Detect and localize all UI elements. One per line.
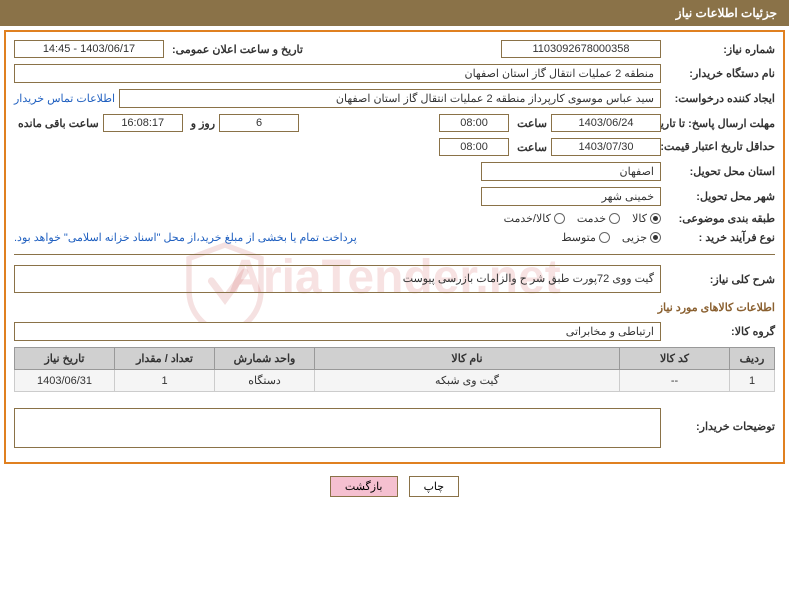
deadline-time-field: 08:00 (439, 114, 509, 132)
page-title: جزئیات اطلاعات نیاز (676, 6, 777, 20)
summary-field: گیت ووی 72پورت طبق شر ح والزامات بازرسی … (14, 265, 661, 293)
announce-field: 1403/06/17 - 14:45 (14, 40, 164, 58)
radio-service[interactable]: خدمت (577, 212, 620, 225)
radio-goods-label: کالا (632, 212, 647, 225)
buyer-org-field: منطقه 2 عملیات انتقال گاز استان اصفهان (14, 64, 661, 83)
process-label: نوع فرآیند خرید : (665, 231, 775, 244)
city-label: شهر محل تحویل: (665, 190, 775, 203)
group-label: گروه کالا: (665, 325, 775, 338)
need-no-label: شماره نیاز: (665, 43, 775, 56)
td-code: -- (620, 370, 730, 392)
validity-time-field: 08:00 (439, 138, 509, 156)
time-remain-field: 16:08:17 (103, 114, 183, 132)
td-qty: 1 (115, 370, 215, 392)
validity-label: حداقل تاریخ اعتبار قیمت: تا تاریخ: (665, 140, 775, 154)
category-label: طبقه بندی موضوعی: (665, 212, 775, 225)
th-date: تاریخ نیاز (15, 348, 115, 370)
need-no-field: 1103092678000358 (501, 40, 661, 58)
divider-1 (14, 254, 775, 255)
radio-gs-label: کالا/خدمت (504, 212, 551, 225)
th-row: ردیف (730, 348, 775, 370)
radio-partial[interactable]: جزیی (622, 231, 661, 244)
announce-label: تاریخ و ساعت اعلان عمومی: (168, 43, 303, 56)
td-row: 1 (730, 370, 775, 392)
requester-field: سید عباس موسوی کارپرداز منطقه 2 عملیات ا… (119, 89, 661, 108)
back-button[interactable]: بازگشت (330, 476, 398, 497)
page-header: جزئیات اطلاعات نیاز (0, 0, 789, 26)
print-button[interactable]: چاپ (409, 476, 460, 497)
radio-service-label: خدمت (577, 212, 606, 225)
city-field: خمینی شهر (481, 187, 661, 206)
time-label-1: ساعت (513, 117, 547, 130)
goods-table: ردیف کد کالا نام کالا واحد شمارش تعداد /… (14, 347, 775, 392)
notes-field (14, 408, 661, 448)
remain-suffix: ساعت باقی مانده (14, 117, 99, 130)
buyer-org-label: نام دستگاه خریدار: (665, 67, 775, 80)
td-date: 1403/06/31 (15, 370, 115, 392)
summary-label: شرح کلی نیاز: (665, 273, 775, 286)
deadline-label: مهلت ارسال پاسخ: تا تاریخ: (665, 117, 775, 130)
th-qty: تعداد / مقدار (115, 348, 215, 370)
days-remain-field: 6 (219, 114, 299, 132)
button-row: چاپ بازگشت (0, 468, 789, 505)
th-code: کد کالا (620, 348, 730, 370)
days-word: روز و (187, 117, 215, 130)
th-unit: واحد شمارش (215, 348, 315, 370)
province-field: اصفهان (481, 162, 661, 181)
process-radio-group: جزیی متوسط (561, 231, 661, 244)
radio-medium[interactable]: متوسط (561, 231, 610, 244)
table-row: 1 -- گیت وی شبکه دستگاه 1 1403/06/31 (15, 370, 775, 392)
province-label: استان محل تحویل: (665, 165, 775, 178)
radio-goods[interactable]: کالا (632, 212, 661, 225)
time-label-2: ساعت (513, 141, 547, 154)
requester-label: ایجاد کننده درخواست: (665, 92, 775, 105)
th-name: نام کالا (315, 348, 620, 370)
table-header-row: ردیف کد کالا نام کالا واحد شمارش تعداد /… (15, 348, 775, 370)
td-unit: دستگاه (215, 370, 315, 392)
contact-link[interactable]: اطلاعات تماس خریدار (14, 92, 115, 105)
radio-goods-service[interactable]: کالا/خدمت (504, 212, 565, 225)
payment-note: پرداخت تمام یا بخشی از مبلغ خرید،از محل … (14, 231, 357, 244)
summary-text: گیت ووی 72پورت طبق شر ح والزامات بازرسی … (403, 273, 654, 285)
validity-date-field: 1403/07/30 (551, 138, 661, 156)
main-frame: شماره نیاز: 1103092678000358 تاریخ و ساع… (4, 30, 785, 464)
goods-section-title: اطلاعات کالاهای مورد نیاز (14, 301, 775, 314)
td-name: گیت وی شبکه (315, 370, 620, 392)
notes-label: توضیحات خریدار: (665, 420, 775, 433)
category-radio-group: کالا خدمت کالا/خدمت (504, 212, 661, 225)
radio-medium-label: متوسط (561, 231, 596, 244)
group-field: ارتباطی و مخابراتی (14, 322, 661, 341)
radio-partial-label: جزیی (622, 231, 647, 244)
deadline-date-field: 1403/06/24 (551, 114, 661, 132)
